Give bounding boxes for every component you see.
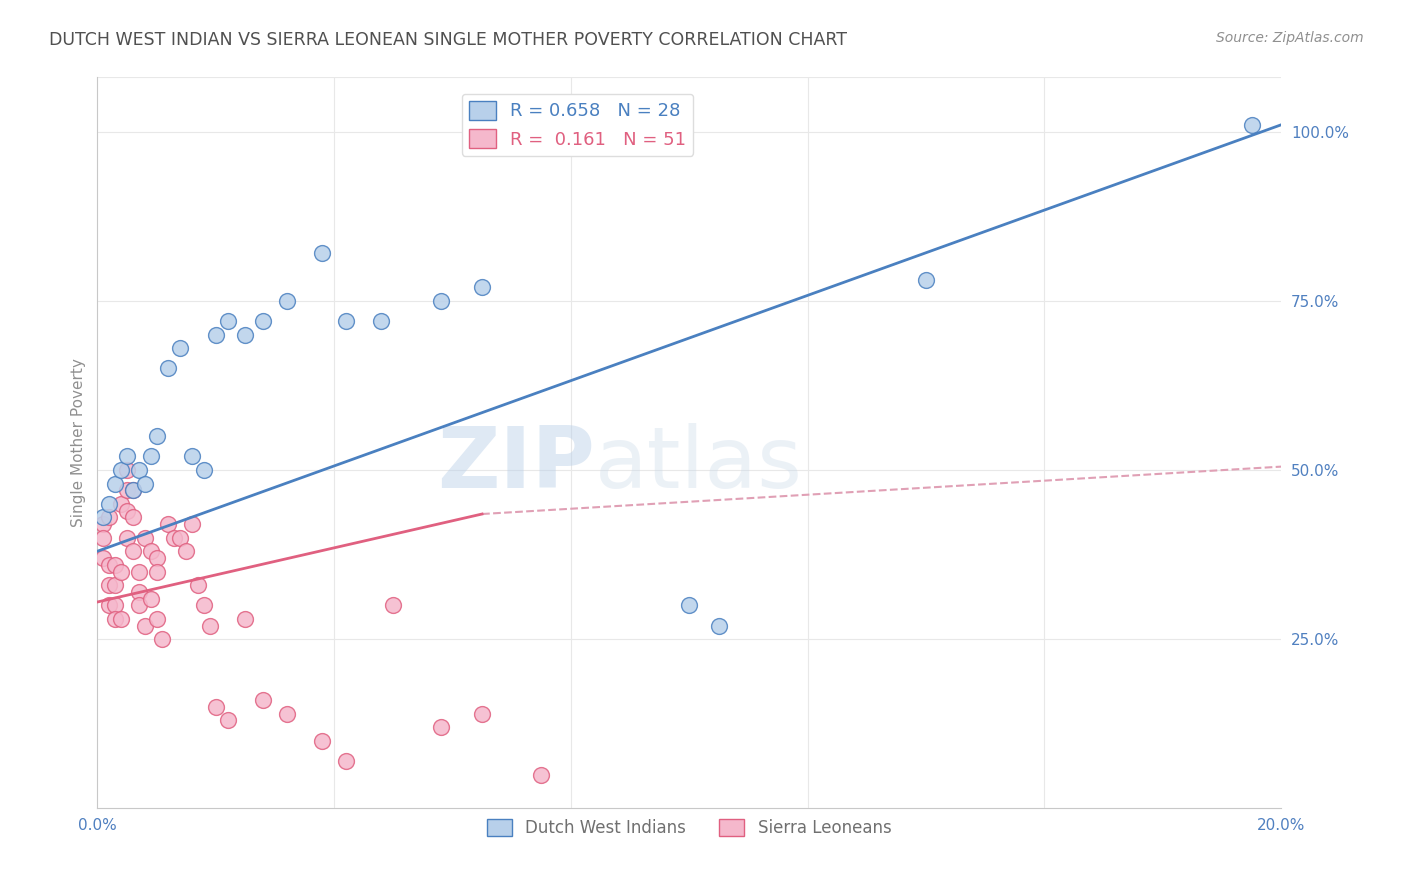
Point <box>915 273 938 287</box>
Point <box>204 327 226 342</box>
Point <box>204 700 226 714</box>
Point <box>181 450 204 464</box>
Point <box>139 591 162 606</box>
Point <box>98 497 121 511</box>
Point <box>98 578 121 592</box>
Point <box>382 599 405 613</box>
Point <box>110 463 132 477</box>
Point <box>530 767 553 781</box>
Point <box>145 551 167 566</box>
Point <box>233 327 256 342</box>
Point <box>134 476 156 491</box>
Point <box>115 483 138 498</box>
Point <box>169 531 191 545</box>
Point <box>217 314 239 328</box>
Point <box>198 618 221 632</box>
Point <box>104 558 127 572</box>
Point <box>128 585 150 599</box>
Text: DUTCH WEST INDIAN VS SIERRA LEONEAN SINGLE MOTHER POVERTY CORRELATION CHART: DUTCH WEST INDIAN VS SIERRA LEONEAN SING… <box>49 31 848 49</box>
Point <box>471 280 494 294</box>
Point <box>193 599 215 613</box>
Point <box>193 463 215 477</box>
Point <box>98 599 121 613</box>
Point <box>429 293 451 308</box>
Point <box>134 531 156 545</box>
Point <box>276 293 298 308</box>
Point <box>110 565 132 579</box>
Point <box>98 510 121 524</box>
Point <box>471 706 494 721</box>
Point <box>276 706 298 721</box>
Point <box>145 612 167 626</box>
Point <box>115 463 138 477</box>
Point <box>157 517 180 532</box>
Point <box>311 733 333 747</box>
Point <box>370 314 392 328</box>
Point <box>128 463 150 477</box>
Point <box>115 450 138 464</box>
Point <box>110 612 132 626</box>
Y-axis label: Single Mother Poverty: Single Mother Poverty <box>72 359 86 527</box>
Point <box>163 531 186 545</box>
Point <box>252 693 274 707</box>
Point <box>233 612 256 626</box>
Point <box>678 599 700 613</box>
Point <box>110 497 132 511</box>
Point <box>128 599 150 613</box>
Point <box>139 544 162 558</box>
Point <box>181 517 204 532</box>
Point <box>1240 118 1263 132</box>
Point <box>91 551 114 566</box>
Point <box>98 558 121 572</box>
Point <box>311 246 333 260</box>
Point <box>91 531 114 545</box>
Point <box>174 544 197 558</box>
Legend: Dutch West Indians, Sierra Leoneans: Dutch West Indians, Sierra Leoneans <box>481 813 898 844</box>
Point <box>139 450 162 464</box>
Point <box>104 476 127 491</box>
Point <box>121 483 143 498</box>
Point <box>91 510 114 524</box>
Point <box>217 714 239 728</box>
Point <box>157 361 180 376</box>
Point <box>104 599 127 613</box>
Point <box>104 612 127 626</box>
Point <box>121 483 143 498</box>
Point <box>152 632 174 647</box>
Text: Source: ZipAtlas.com: Source: ZipAtlas.com <box>1216 31 1364 45</box>
Point <box>707 618 730 632</box>
Text: ZIP: ZIP <box>437 424 595 507</box>
Point <box>121 510 143 524</box>
Point <box>429 720 451 734</box>
Text: atlas: atlas <box>595 424 803 507</box>
Point <box>145 429 167 443</box>
Point <box>104 578 127 592</box>
Point <box>115 531 138 545</box>
Point <box>91 517 114 532</box>
Point <box>128 565 150 579</box>
Point <box>115 503 138 517</box>
Point <box>134 618 156 632</box>
Point <box>187 578 209 592</box>
Point <box>252 314 274 328</box>
Point <box>145 565 167 579</box>
Point <box>335 754 357 768</box>
Point <box>121 544 143 558</box>
Point <box>169 341 191 355</box>
Point <box>335 314 357 328</box>
